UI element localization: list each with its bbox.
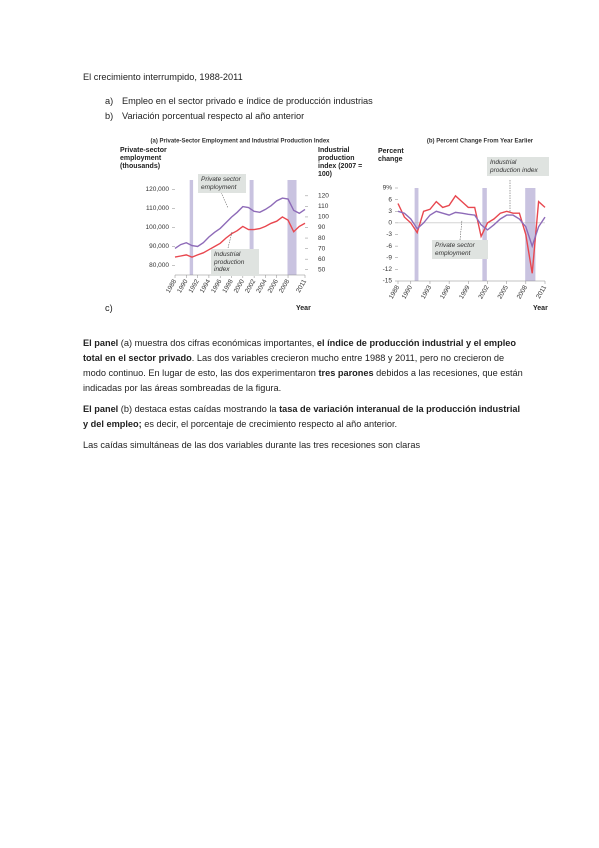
x-tick-label: 2002: [477, 284, 490, 300]
y2-axis-label: Industrial production index (2007 = 100): [318, 147, 363, 178]
chart-title: (a) Private-Sector Employment and Indust…: [150, 139, 330, 145]
paragraph: Las caídas simultáneas de las dos variab…: [83, 438, 523, 453]
y-tick-label: 90,000: [149, 243, 169, 250]
series-line: [397, 194, 546, 274]
charts: (a) Private-Sector Employment and Indust…: [146, 139, 549, 301]
text-run: el índice de producción industrial y el …: [83, 338, 516, 363]
x-tick-label: 1999: [458, 284, 471, 300]
y-tick-label: 120,000: [146, 186, 170, 193]
y-axis-label: Percent change: [378, 148, 404, 163]
x-tick-label: 2011: [295, 278, 308, 294]
leader-line: [459, 219, 463, 241]
y-tick-label: -3: [386, 231, 392, 238]
list-marker: b): [105, 111, 114, 121]
text-run: El panel: [83, 338, 119, 348]
series-annotation: Private sector employment: [198, 174, 246, 193]
x-tick-label: 2011: [535, 284, 548, 300]
paragraph: El panel (b) destaca estas caídas mostra…: [83, 402, 523, 432]
text-run: tres parones: [318, 368, 374, 378]
x-axis-label: Year: [533, 305, 548, 312]
x-tick-label: 1993: [420, 284, 433, 300]
series-annotation: Industrial production index: [211, 249, 259, 276]
x-tick-label: 1996: [439, 284, 452, 300]
text-run: (a) muestra dos cifras económicas import…: [118, 338, 317, 348]
text-run: debidos a las recesiones, que están indi…: [83, 368, 523, 393]
list-text: Variación porcentual respecto al año ant…: [122, 111, 305, 121]
x-axis-label: Year: [296, 305, 311, 312]
y2-tick-label: 50: [318, 266, 326, 273]
y2-tick-label: 110: [318, 203, 329, 210]
chart-title: (b) Percent Change From Year Earlier: [427, 139, 534, 145]
y-tick-label: -6: [386, 243, 392, 250]
x-tick-label: 2008: [516, 284, 529, 300]
y-axis-label: Private-sector employment (thousands): [120, 147, 167, 170]
recession-band: [482, 188, 487, 281]
x-tick-label: 1990: [401, 284, 414, 300]
recession-band: [189, 180, 194, 275]
paragraph: El panel (a) muestra dos cifras económic…: [83, 336, 523, 396]
heading: El crecimiento interrumpido, 1988-2011: [83, 72, 243, 82]
series-annotation: Private sector employment: [432, 240, 488, 259]
series-line: [174, 216, 306, 258]
recession-band: [414, 188, 419, 281]
series-line: [397, 210, 546, 249]
recession-band: [249, 180, 254, 275]
text-run: El panel: [83, 404, 119, 414]
y2-tick-label: 100: [318, 214, 329, 221]
leader-line: [219, 189, 229, 209]
y-tick-label: 0: [388, 220, 392, 227]
y-tick-label: 9%: [383, 185, 393, 192]
figure-marker: c): [105, 303, 113, 313]
y-tick-label: 110,000: [146, 205, 169, 212]
series-line: [174, 197, 306, 249]
y-tick-label: -12: [383, 266, 393, 273]
y2-tick-label: 80: [318, 235, 326, 242]
x-tick-label: 1988: [388, 284, 401, 300]
y2-tick-label: 70: [318, 245, 326, 252]
y-tick-label: -15: [383, 278, 393, 285]
series-annotation: Industrial production index: [487, 157, 549, 176]
y-tick-label: 3: [388, 208, 392, 215]
recession-band: [525, 188, 536, 281]
text-run: Las caídas simultáneas de las dos variab…: [83, 440, 421, 450]
list-text: Empleo en el sector privado e índice de …: [122, 96, 373, 106]
text-run: (b) destaca estas caídas mostrando la: [118, 404, 280, 414]
text-run: . Las dos variables crecieron mucho entr…: [83, 353, 505, 378]
y2-tick-label: 90: [318, 224, 326, 231]
y-tick-label: 100,000: [146, 224, 170, 231]
y2-tick-label: 120: [318, 193, 329, 200]
text-run: es decir, el porcentaje de crecimiento r…: [141, 419, 398, 429]
y2-tick-label: 60: [318, 256, 326, 263]
leader-line: [227, 231, 233, 249]
y-tick-label: 6: [388, 196, 392, 203]
x-tick-label: 2008: [278, 278, 291, 294]
list-marker: a): [105, 96, 114, 106]
x-tick-label: 2005: [497, 284, 510, 300]
text-run: tasa de variación interanual de la produ…: [83, 404, 521, 429]
y-tick-label: 80,000: [149, 262, 169, 269]
y-tick-label: -9: [386, 254, 392, 261]
